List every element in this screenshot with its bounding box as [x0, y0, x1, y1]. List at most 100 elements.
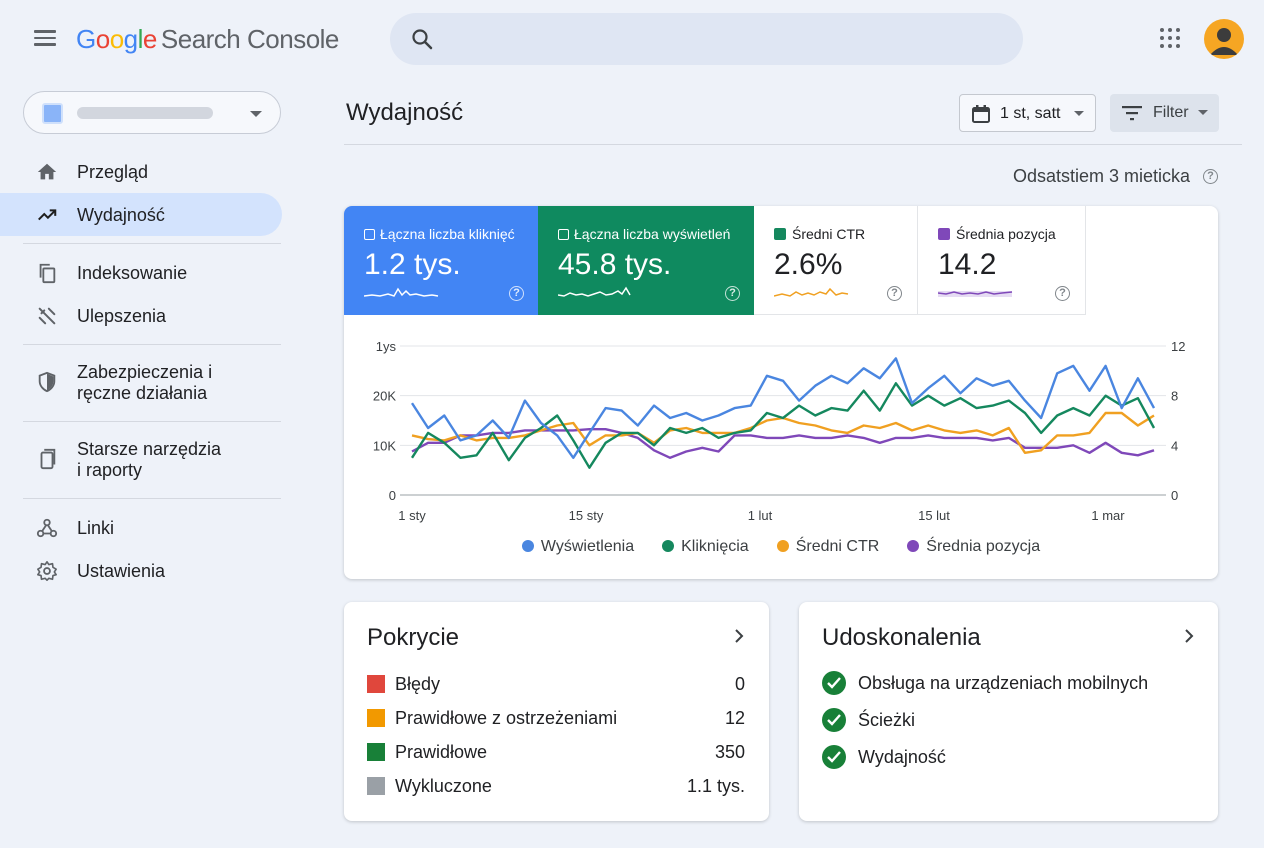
legend-item[interactable]: Kliknięcia — [662, 538, 749, 556]
x-tick-label: 1 sty — [398, 508, 426, 523]
avatar-icon — [1210, 28, 1238, 55]
last-updated-text: Odsatstiem 3 mieticka — [1013, 166, 1191, 186]
legend-label: Wyświetlenia — [540, 538, 635, 555]
metric-label: Średni CTR — [792, 226, 866, 242]
shield-icon — [38, 371, 56, 393]
help-icon[interactable]: ? — [1203, 169, 1218, 184]
help-icon[interactable]: ? — [887, 286, 902, 301]
check-circle-icon — [822, 671, 846, 695]
status-swatch — [367, 743, 385, 761]
sidebar-item-overview[interactable]: Przegląd — [0, 150, 282, 193]
enhancements-card: Udoskonalenia Obsługa na urządzeniach mo… — [799, 602, 1218, 821]
header-divider — [344, 144, 1242, 145]
checkbox-icon — [364, 229, 375, 240]
check-circle-icon — [822, 745, 846, 769]
filter-label: Filter — [1153, 104, 1189, 121]
app-logo[interactable]: Google Search Console — [76, 24, 339, 54]
search-bar[interactable] — [390, 13, 1023, 65]
coverage-title: Pokrycie — [367, 624, 460, 651]
metric-clicks-tab[interactable]: Łączna liczba kliknięć 1.2 tys. ? — [344, 206, 538, 315]
sidebar-item-legacy-tools[interactable]: Starsze narzędzia i raporty — [0, 429, 282, 491]
sidebar-item-indexing[interactable]: Indeksowanie — [0, 251, 282, 294]
sparkline-icon — [558, 286, 631, 297]
y-right-tick-label: 8 — [1171, 389, 1178, 404]
status-swatch — [367, 777, 385, 795]
property-name-redacted — [77, 107, 213, 119]
sidebar-divider — [23, 344, 281, 345]
search-icon — [412, 29, 433, 50]
help-icon[interactable]: ? — [1055, 286, 1070, 301]
metric-position-tab[interactable]: Średnia pozycja 14.2 ? — [918, 206, 1086, 315]
help-icon[interactable]: ? — [509, 286, 524, 301]
coverage-row-errors[interactable]: Błędy 0 — [367, 673, 745, 695]
sidebar-item-links[interactable]: Linki — [0, 506, 282, 549]
legend-dot-icon — [521, 540, 534, 552]
legend-item[interactable]: Średni CTR — [776, 538, 880, 556]
y-left-tick-label: 1ys — [376, 339, 397, 354]
device-icon — [40, 448, 56, 470]
metric-impressions-tab[interactable]: Łączna liczba wyświetleń 45.8 tys. ? — [538, 206, 754, 315]
sidebar-item-enhancements[interactable]: Ulepszenia — [0, 294, 282, 337]
sidebar-nav: Przegląd Wydajność Indeksowanie Ulepszen… — [0, 150, 282, 592]
coverage-row-excluded[interactable]: Wykluczone 1.1 tys. — [367, 775, 745, 797]
sidebar-item-settings[interactable]: Ustawienia — [0, 549, 282, 592]
checkbox-checked-icon — [774, 228, 786, 240]
chevron-down-icon — [1198, 110, 1208, 115]
y-left-tick-label: 10K — [373, 438, 396, 453]
x-tick-label: 15 lut — [918, 508, 950, 523]
last-updated: Odsatstiem 3 mieticka ? — [1013, 166, 1218, 187]
legend-dot-icon — [662, 540, 675, 552]
metric-label: Łączna liczba wyświetleń — [574, 226, 731, 242]
main-menu-button[interactable] — [30, 26, 62, 54]
date-range-label: 1 st, satt — [1000, 105, 1061, 122]
copy-icon — [39, 263, 56, 284]
filter-icon — [1122, 106, 1142, 121]
account-avatar[interactable] — [1204, 19, 1244, 59]
sidebar-divider — [23, 498, 281, 499]
legend-item[interactable]: Wyświetlenia — [521, 538, 635, 556]
coverage-card: Pokrycie Błędy 0 Prawidłowe z ostrzeżeni… — [344, 602, 769, 821]
metric-value: 1.2 tys. — [364, 248, 461, 281]
check-circle-icon — [822, 708, 846, 732]
sparkline-icon — [774, 287, 849, 297]
y-left-tick-label: 0 — [389, 488, 396, 503]
enhancements-title: Udoskonalenia — [822, 624, 981, 651]
performance-card: Łączna liczba kliknięć 1.2 tys. ? Łączna… — [344, 206, 1218, 579]
help-icon[interactable]: ? — [725, 286, 740, 301]
search-input[interactable] — [446, 23, 1006, 55]
top-app-bar: Google Search Console — [0, 0, 1264, 80]
filter-button[interactable]: Filter — [1110, 94, 1219, 132]
coverage-row-valid[interactable]: Prawidłowe 350 — [367, 741, 745, 763]
apps-grid-icon[interactable] — [1160, 28, 1182, 50]
coverage-row-valid-warnings[interactable]: Prawidłowe z ostrzeżeniami 12 — [367, 707, 745, 729]
chevron-right-icon[interactable] — [731, 628, 747, 644]
x-tick-label: 1 mar — [1091, 508, 1125, 523]
metric-ctr-tab[interactable]: Średni CTR 2.6% ? — [754, 206, 918, 315]
legend-item[interactable]: Średnia pozycja — [907, 538, 1040, 556]
tools-icon — [38, 307, 56, 325]
chevron-down-icon — [250, 111, 262, 117]
series-line-2[interactable] — [410, 382, 1156, 469]
series-line-1[interactable] — [410, 357, 1156, 460]
legend-label: Średnia pozycja — [926, 538, 1041, 555]
checkbox-checked-icon — [938, 228, 950, 240]
y-right-tick-label: 0 — [1171, 488, 1178, 503]
y-right-tick-label: 12 — [1171, 339, 1185, 354]
checkbox-icon — [558, 229, 569, 240]
metric-label: Łączna liczba kliknięć — [380, 226, 515, 242]
metric-value: 45.8 tys. — [558, 248, 672, 281]
property-selector[interactable] — [23, 91, 281, 134]
status-swatch — [367, 709, 385, 727]
metric-value: 2.6% — [774, 248, 843, 281]
legend-label: Średni CTR — [795, 538, 880, 555]
sidebar-item-security[interactable]: Zabezpieczenia i ręczne działania — [0, 352, 282, 414]
series-line-4[interactable] — [411, 427, 1155, 460]
property-favicon — [42, 103, 63, 124]
sidebar-item-performance[interactable]: Wydajność — [0, 193, 282, 236]
date-range-button[interactable]: 1 st, satt — [959, 94, 1096, 132]
sidebar-divider — [23, 421, 281, 422]
chevron-right-icon[interactable] — [1181, 628, 1197, 644]
calendar-icon — [972, 105, 990, 123]
x-tick-label: 1 lut — [748, 508, 773, 523]
page-title: Wydajność — [346, 99, 464, 126]
